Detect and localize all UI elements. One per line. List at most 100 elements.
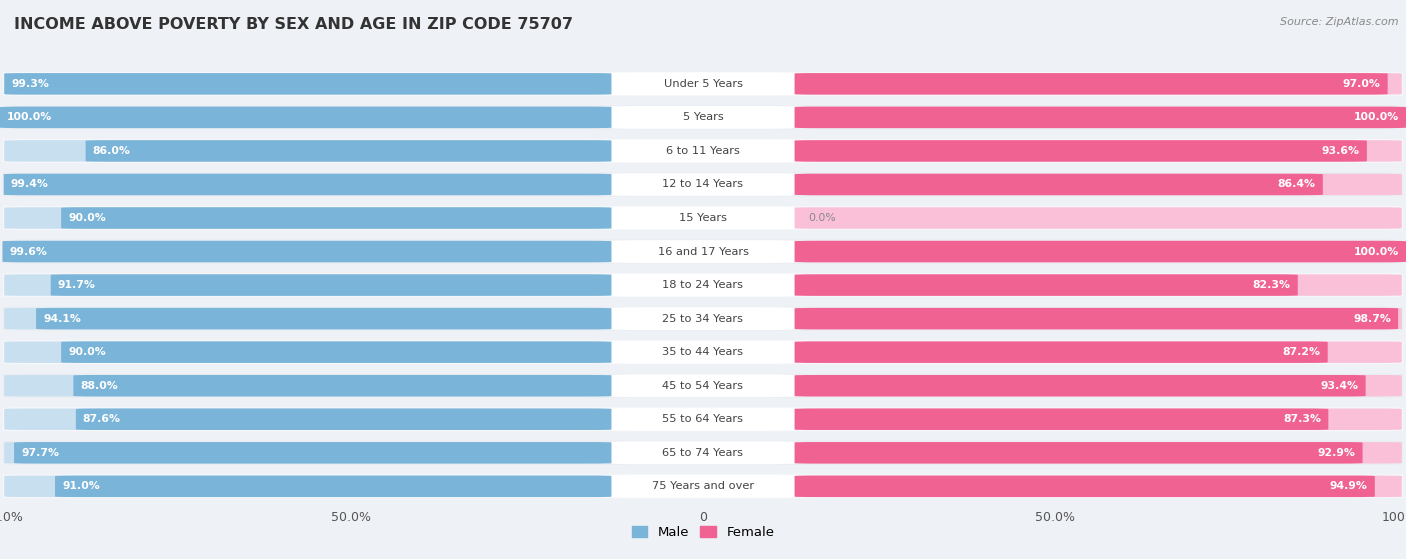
Text: 90.0%: 90.0% [67,213,105,223]
FancyBboxPatch shape [612,375,794,397]
FancyBboxPatch shape [86,140,612,162]
FancyBboxPatch shape [612,307,794,330]
Text: 87.2%: 87.2% [1282,347,1320,357]
Text: 94.9%: 94.9% [1330,481,1368,491]
FancyBboxPatch shape [794,342,1402,363]
FancyBboxPatch shape [4,140,612,162]
FancyBboxPatch shape [794,375,1402,396]
FancyBboxPatch shape [4,375,612,396]
FancyBboxPatch shape [4,342,612,363]
FancyBboxPatch shape [794,274,1298,296]
Text: 0.0%: 0.0% [808,213,837,223]
FancyBboxPatch shape [3,306,1403,331]
Text: 87.6%: 87.6% [83,414,121,424]
Text: 100.0%: 100.0% [7,112,52,122]
FancyBboxPatch shape [794,140,1367,162]
Text: INCOME ABOVE POVERTY BY SEX AND AGE IN ZIP CODE 75707: INCOME ABOVE POVERTY BY SEX AND AGE IN Z… [14,17,574,32]
Text: 99.3%: 99.3% [11,79,49,89]
FancyBboxPatch shape [4,274,612,296]
FancyBboxPatch shape [0,107,612,128]
FancyBboxPatch shape [4,476,612,497]
FancyBboxPatch shape [60,342,612,363]
FancyBboxPatch shape [3,105,1403,130]
Legend: Male, Female: Male, Female [626,521,780,544]
FancyBboxPatch shape [794,409,1402,430]
FancyBboxPatch shape [794,442,1362,463]
Text: 91.7%: 91.7% [58,280,96,290]
FancyBboxPatch shape [794,73,1402,94]
Text: Under 5 Years: Under 5 Years [664,79,742,89]
FancyBboxPatch shape [3,340,1403,364]
FancyBboxPatch shape [794,476,1375,497]
FancyBboxPatch shape [60,207,612,229]
FancyBboxPatch shape [37,308,612,329]
Text: 16 and 17 Years: 16 and 17 Years [658,247,748,257]
FancyBboxPatch shape [4,409,612,430]
FancyBboxPatch shape [794,140,1402,162]
FancyBboxPatch shape [612,106,794,129]
Text: 15 Years: 15 Years [679,213,727,223]
FancyBboxPatch shape [794,476,1402,497]
FancyBboxPatch shape [794,241,1406,262]
FancyBboxPatch shape [794,207,1402,229]
FancyBboxPatch shape [3,407,1403,432]
Text: 94.1%: 94.1% [44,314,82,324]
FancyBboxPatch shape [3,172,1403,197]
FancyBboxPatch shape [612,475,794,498]
Text: 18 to 24 Years: 18 to 24 Years [662,280,744,290]
FancyBboxPatch shape [73,375,612,396]
FancyBboxPatch shape [3,474,1403,499]
FancyBboxPatch shape [3,206,1403,230]
FancyBboxPatch shape [794,107,1402,128]
FancyBboxPatch shape [612,274,794,296]
FancyBboxPatch shape [4,73,612,94]
Text: 88.0%: 88.0% [80,381,118,391]
FancyBboxPatch shape [794,308,1398,329]
FancyBboxPatch shape [794,73,1388,94]
FancyBboxPatch shape [794,107,1406,128]
Text: 90.0%: 90.0% [67,347,105,357]
Text: 55 to 64 Years: 55 to 64 Years [662,414,744,424]
FancyBboxPatch shape [794,375,1365,396]
FancyBboxPatch shape [612,207,794,229]
Text: 82.3%: 82.3% [1253,280,1291,290]
FancyBboxPatch shape [55,476,612,497]
FancyBboxPatch shape [76,409,612,430]
Text: 100.0%: 100.0% [1354,247,1399,257]
Text: 5 Years: 5 Years [683,112,723,122]
Text: 93.6%: 93.6% [1322,146,1360,156]
FancyBboxPatch shape [794,342,1327,363]
FancyBboxPatch shape [3,241,612,262]
FancyBboxPatch shape [3,373,1403,398]
Text: 99.4%: 99.4% [11,179,49,190]
FancyBboxPatch shape [794,409,1329,430]
FancyBboxPatch shape [4,174,612,195]
Text: 91.0%: 91.0% [62,481,100,491]
FancyBboxPatch shape [3,139,1403,163]
FancyBboxPatch shape [4,442,612,463]
FancyBboxPatch shape [4,308,612,329]
Text: 92.9%: 92.9% [1317,448,1355,458]
FancyBboxPatch shape [612,341,794,363]
FancyBboxPatch shape [3,273,1403,297]
Text: 93.4%: 93.4% [1320,381,1358,391]
FancyBboxPatch shape [612,140,794,162]
Text: 45 to 54 Years: 45 to 54 Years [662,381,744,391]
Text: 6 to 11 Years: 6 to 11 Years [666,146,740,156]
FancyBboxPatch shape [51,274,612,296]
Text: 100.0%: 100.0% [1354,112,1399,122]
FancyBboxPatch shape [4,73,612,94]
Text: 86.0%: 86.0% [93,146,131,156]
FancyBboxPatch shape [794,174,1402,195]
Text: 25 to 34 Years: 25 to 34 Years [662,314,744,324]
FancyBboxPatch shape [4,174,612,195]
FancyBboxPatch shape [794,308,1402,329]
FancyBboxPatch shape [3,72,1403,96]
Text: 87.3%: 87.3% [1284,414,1322,424]
FancyBboxPatch shape [14,442,612,463]
FancyBboxPatch shape [612,442,794,464]
FancyBboxPatch shape [612,240,794,263]
Text: 86.4%: 86.4% [1278,179,1316,190]
Text: Source: ZipAtlas.com: Source: ZipAtlas.com [1281,17,1399,27]
Text: 75 Years and over: 75 Years and over [652,481,754,491]
